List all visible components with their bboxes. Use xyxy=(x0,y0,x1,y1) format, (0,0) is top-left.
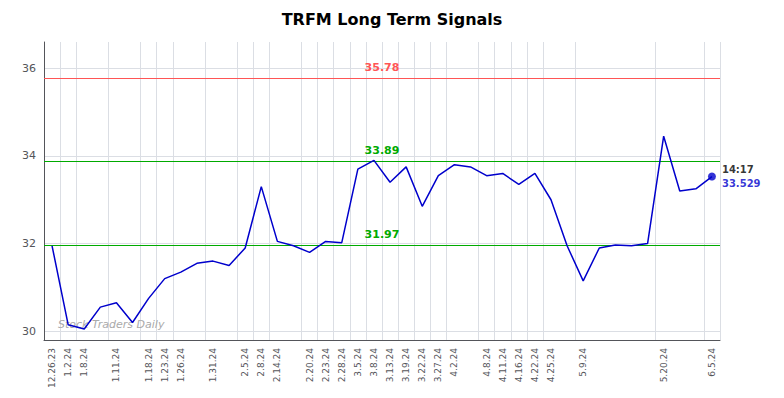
svg-text:14:17: 14:17 xyxy=(722,164,754,175)
svg-text:35.78: 35.78 xyxy=(365,61,400,74)
svg-text:4.2.24: 4.2.24 xyxy=(449,348,459,377)
svg-text:4.11.24: 4.11.24 xyxy=(498,348,508,383)
svg-text:6.5.24: 6.5.24 xyxy=(707,348,717,377)
svg-text:5.20.24: 5.20.24 xyxy=(659,348,669,383)
svg-text:30: 30 xyxy=(22,325,36,338)
svg-text:4.8.24: 4.8.24 xyxy=(482,348,492,377)
svg-text:1.8.24: 1.8.24 xyxy=(79,348,89,377)
svg-text:3.19.24: 3.19.24 xyxy=(401,348,411,383)
svg-text:3.8.24: 3.8.24 xyxy=(369,348,379,377)
svg-text:32: 32 xyxy=(22,237,36,250)
svg-text:1.26.24: 1.26.24 xyxy=(176,348,186,383)
svg-text:1.23.24: 1.23.24 xyxy=(160,348,170,383)
svg-text:31.97: 31.97 xyxy=(365,228,400,241)
svg-text:2.8.24: 2.8.24 xyxy=(256,348,266,377)
svg-text:3.27.24: 3.27.24 xyxy=(433,348,443,383)
svg-text:33.529: 33.529 xyxy=(722,178,761,189)
svg-text:3.5.24: 3.5.24 xyxy=(353,348,363,377)
svg-text:12.26.23: 12.26.23 xyxy=(47,348,57,388)
svg-text:33.89: 33.89 xyxy=(365,144,400,157)
svg-text:4.25.24: 4.25.24 xyxy=(546,348,556,383)
svg-text:36: 36 xyxy=(22,62,36,75)
svg-text:3.13.24: 3.13.24 xyxy=(385,348,395,383)
svg-text:2.20.24: 2.20.24 xyxy=(305,348,315,383)
svg-text:4.22.24: 4.22.24 xyxy=(530,348,540,383)
svg-text:2.23.24: 2.23.24 xyxy=(321,348,331,383)
svg-text:1.11.24: 1.11.24 xyxy=(111,348,121,383)
svg-text:2.28.24: 2.28.24 xyxy=(337,348,347,383)
svg-text:4.16.24: 4.16.24 xyxy=(514,348,524,383)
svg-text:1.2.24: 1.2.24 xyxy=(63,348,73,377)
svg-text:Stock Traders Daily: Stock Traders Daily xyxy=(58,318,165,331)
svg-text:34: 34 xyxy=(22,149,36,162)
svg-text:1.18.24: 1.18.24 xyxy=(144,348,154,383)
svg-text:TRFM Long Term Signals: TRFM Long Term Signals xyxy=(282,10,503,29)
svg-text:1.31.24: 1.31.24 xyxy=(208,348,218,383)
svg-text:3.22.24: 3.22.24 xyxy=(417,348,427,383)
svg-text:2.14.24: 2.14.24 xyxy=(272,348,282,383)
svg-text:2.5.24: 2.5.24 xyxy=(240,348,250,377)
svg-text:5.9.24: 5.9.24 xyxy=(578,348,588,377)
